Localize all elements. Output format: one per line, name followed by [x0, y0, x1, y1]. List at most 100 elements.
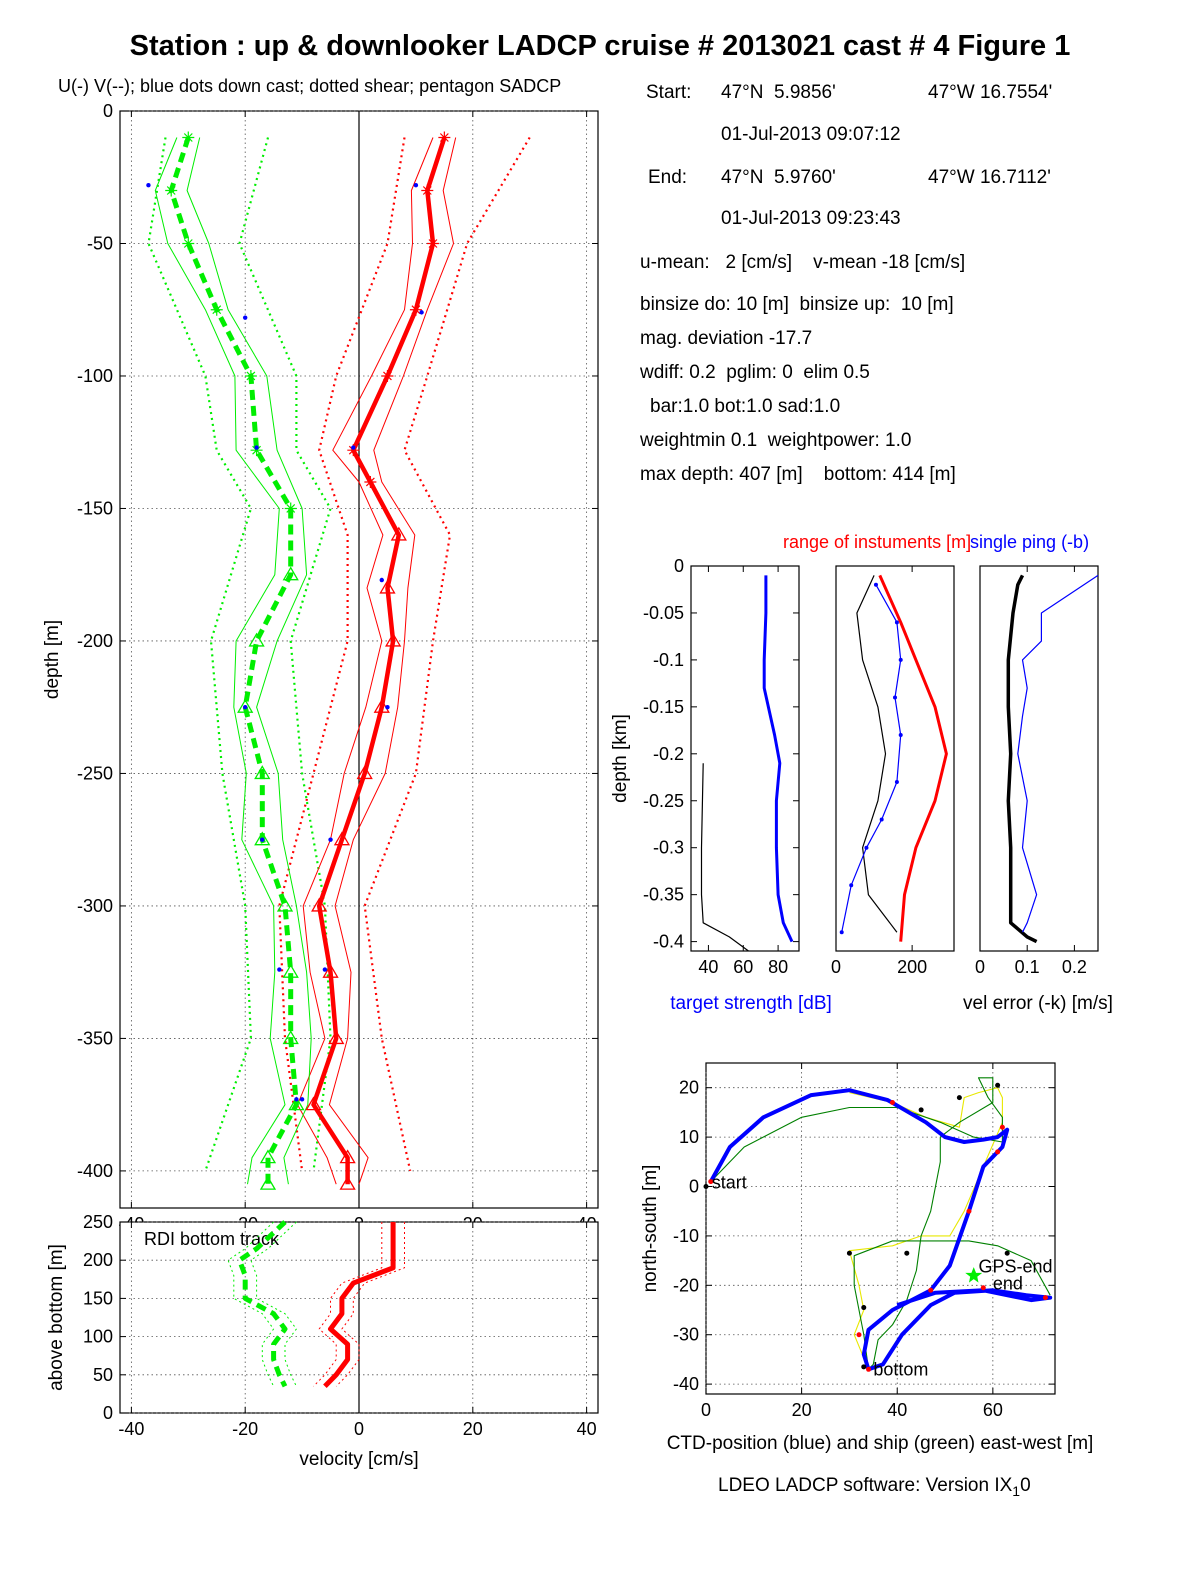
target_strength-y-tick-label: -0.1	[653, 650, 684, 670]
bottom_track-y-tick-label: 150	[83, 1288, 113, 1308]
range-blue-dot	[849, 883, 854, 888]
u-profile-marker	[328, 1030, 345, 1045]
target_strength-y-tick-label: -0.4	[653, 932, 684, 952]
position-y-tick-label: 10	[679, 1127, 699, 1147]
range-blue-dot	[839, 930, 844, 935]
v-profile-marker	[254, 831, 271, 846]
gps-end-star-marker	[965, 1267, 983, 1283]
position-x-axis-label: CTD-position (blue) and ship (green) eas…	[667, 1433, 1094, 1454]
target_strength-x-tick-label: 80	[768, 957, 788, 977]
velocity_error-x-tick-label: 0.1	[1015, 957, 1040, 977]
v-profile-marker	[282, 963, 299, 978]
position-red-marker	[856, 1332, 862, 1338]
bt-v-envelope-0	[227, 1221, 275, 1387]
u-profile-marker	[364, 475, 377, 488]
bottom_track-x-tick-label: -40	[118, 1419, 144, 1439]
v-profile-marker	[182, 237, 195, 250]
position-red-marker	[708, 1179, 714, 1185]
bottom-track-title: RDI bottom track	[144, 1229, 280, 1249]
bottom_track-y-tick-label: 100	[83, 1327, 113, 1347]
position-red-marker	[999, 1124, 1005, 1130]
u-profile-thin-1	[328, 137, 457, 1185]
v-profile-marker	[210, 303, 223, 316]
bt-u-envelope-0	[313, 1222, 383, 1387]
velocity_profile-y-tick-label: -250	[77, 763, 113, 783]
bottom_track-x-tick-label: 40	[577, 1419, 597, 1439]
velocity-error-axis-label: vel error (-k) [m/s]	[963, 993, 1113, 1014]
range-of-instruments-title: range of instuments [m]	[783, 532, 971, 552]
mean-velocities: u-mean: 2 [cm/s] v-mean -18 [cm/s]	[640, 252, 966, 273]
u-shear-envelope-upper	[363, 136, 531, 1172]
range-blue-dot	[893, 695, 897, 700]
velocity_profile-y-tick-label: -50	[87, 233, 113, 253]
u-profile-marker	[421, 184, 434, 197]
bottom_track-x-tick-label: -20	[232, 1419, 258, 1439]
position-red-marker	[995, 1149, 1001, 1155]
weight-info: weightmin 0.1 weightpower: 1.0	[640, 430, 912, 451]
u-profile-marker	[356, 765, 373, 780]
depth-info: max depth: 407 [m] bottom: 414 [m]	[640, 464, 956, 485]
binsize-info: binsize do: 10 [m] binsize up: 10 [m]	[640, 294, 954, 315]
position-y-tick-label: -10	[673, 1226, 699, 1246]
target-strength-axis-label: target strength [dB]	[670, 993, 832, 1014]
range_of_instruments-x-tick-label: 0	[831, 957, 841, 977]
end-time: 01-Jul-2013 09:23:43	[721, 208, 901, 229]
position-x-tick-label: 60	[983, 1400, 1003, 1420]
bottom_track-y-tick-label: 250	[83, 1212, 113, 1232]
range_of_instruments-series-blue	[841, 584, 902, 933]
v-profile-marker	[282, 566, 299, 581]
velocity_profile-y-tick-label: -350	[77, 1028, 113, 1048]
position-black-marker	[861, 1364, 867, 1370]
mag-deviation-info: mag. deviation -17.7	[640, 328, 813, 349]
velocity_profile-y-tick-label: 0	[103, 101, 113, 121]
u-profile-marker	[409, 303, 422, 316]
target_strength-y-tick-label: -0.25	[643, 791, 684, 811]
velocity_error-x-tick-label: 0.2	[1062, 957, 1087, 977]
range_of_instruments-series-black	[856, 575, 898, 933]
start-position-label: start	[712, 1173, 747, 1193]
target_strength-x-tick-label: 60	[733, 957, 753, 977]
position-y-tick-label: -40	[673, 1374, 699, 1394]
start-label: Start:	[646, 82, 692, 103]
u-profile-marker	[379, 579, 396, 594]
target_strength-y-tick-label: 0	[674, 556, 684, 576]
position-x-tick-label: 40	[887, 1400, 907, 1420]
down-cast-blue-dot	[351, 445, 356, 450]
position-red-marker	[1042, 1295, 1048, 1301]
range-blue-dot	[898, 733, 903, 738]
u-profile-marker	[381, 369, 394, 382]
depth-axis-label: depth [m]	[42, 620, 63, 699]
velocity-profile-title: U(-) V(--); blue dots down cast; dotted …	[58, 76, 561, 96]
position-y-tick-label: 0	[689, 1177, 699, 1197]
u-profile-marker	[347, 444, 360, 457]
end-lon: 47°W 16.7112'	[928, 167, 1051, 188]
down-cast-blue-dot	[322, 967, 328, 972]
bottom_track-y-tick-label: 50	[93, 1365, 113, 1385]
v-profile-marker	[250, 444, 263, 457]
velocity_profile-y-tick-label: -150	[77, 498, 113, 518]
target_strength-y-tick-label: -0.3	[653, 838, 684, 858]
v-profile-marker	[182, 131, 195, 144]
range-blue-dot	[873, 582, 878, 587]
position-black-marker	[918, 1107, 924, 1113]
v-profile-marker	[248, 632, 265, 647]
target-strength-plot: 40 60 80 0 -0.05 -0.1 -0.15 -0.2 -0.25 -0.3 -0.35 -…	[610, 556, 832, 1014]
figure-title: Station : up & downlooker LADCP cruise #…	[129, 30, 1071, 62]
position-black-marker	[846, 1250, 852, 1256]
range-of-instruments-plot: 0 200 range of instuments [m]	[783, 532, 971, 977]
down-cast-blue-dot	[379, 577, 384, 583]
target_strength-y-tick-label: -0.15	[643, 697, 684, 717]
start-lon: 47°W 16.7554'	[928, 82, 1053, 103]
velocity_error-axes-box	[979, 565, 1099, 952]
bottom_track-x-tick-label: 0	[354, 1419, 364, 1439]
down-cast-blue-dot	[254, 445, 259, 450]
target_strength-y-tick-label: -0.05	[643, 603, 684, 623]
down-cast-blue-dot	[146, 182, 151, 188]
v-profile-marker	[165, 184, 178, 197]
velocity-axis-label: velocity [cm/s]	[299, 1449, 418, 1470]
target_strength-y-tick-label: -0.2	[653, 744, 684, 764]
end-label: End:	[648, 167, 688, 188]
v-shear-envelope-lower	[147, 137, 252, 1172]
position-red-marker	[980, 1285, 986, 1291]
